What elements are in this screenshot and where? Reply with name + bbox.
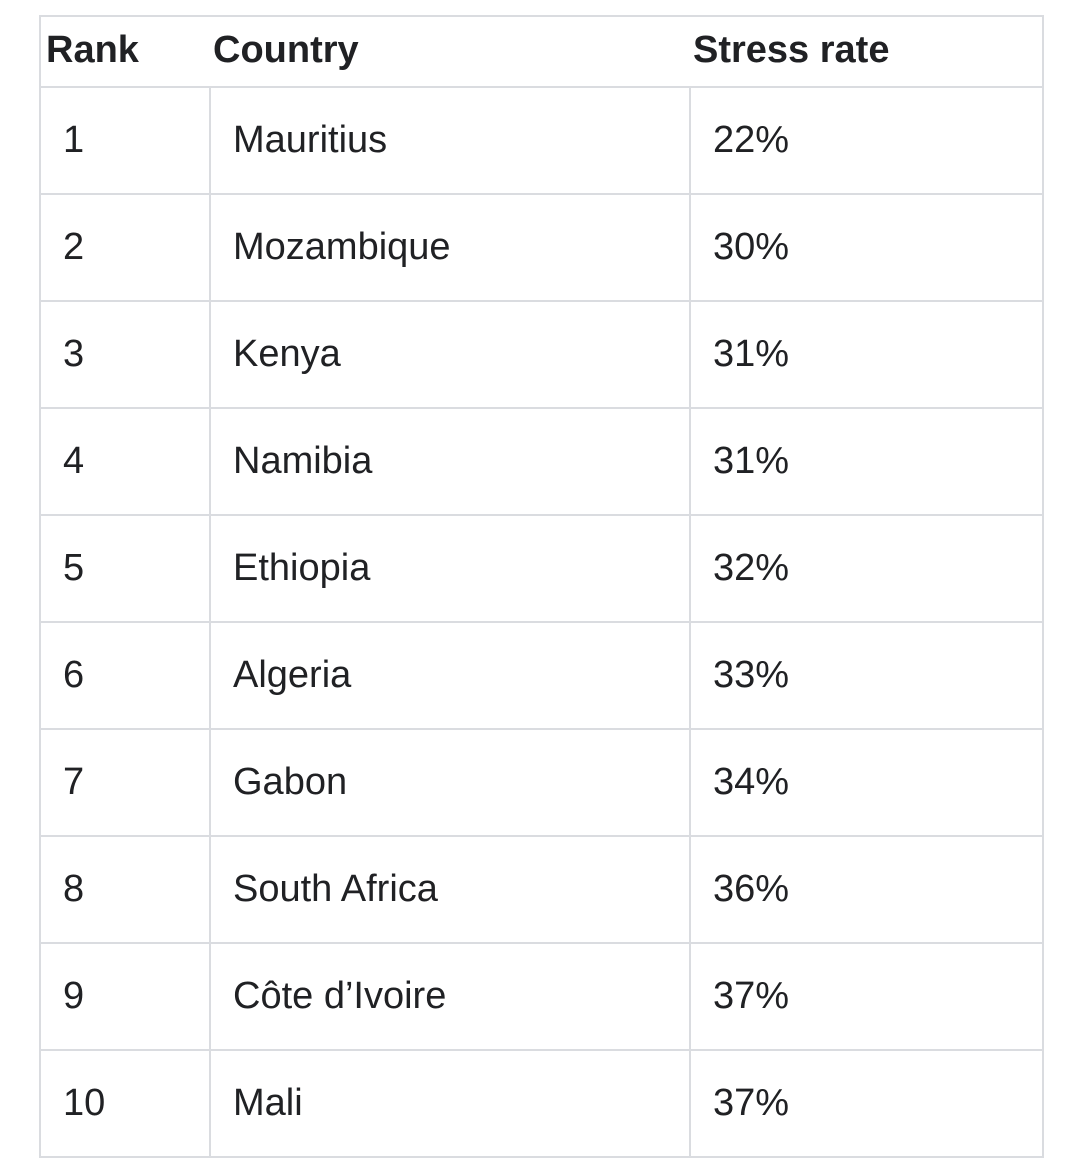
country-cell: Ethiopia <box>209 514 691 623</box>
country-cell: Côte d’Ivoire <box>209 942 691 1051</box>
country-cell: Mozambique <box>209 193 691 302</box>
stress-rate-table-container: Rank Country Stress rate 1 Mauritius 22%… <box>39 15 1044 1158</box>
rank-cell: 8 <box>39 835 211 944</box>
stress-rate-cell: 36% <box>689 835 1044 944</box>
rank-cell: 3 <box>39 300 211 409</box>
country-cell: Kenya <box>209 300 691 409</box>
table-row: 8 South Africa 36% <box>39 835 1044 944</box>
table-body: 1 Mauritius 22% 2 Mozambique 30% 3 Kenya… <box>39 86 1044 1158</box>
table-header: Rank Country Stress rate <box>39 15 1044 88</box>
country-cell: Mauritius <box>209 86 691 195</box>
rank-cell: 6 <box>39 621 211 730</box>
table-row: 3 Kenya 31% <box>39 300 1044 409</box>
table-row: 1 Mauritius 22% <box>39 86 1044 195</box>
country-cell: South Africa <box>209 835 691 944</box>
table-row: 5 Ethiopia 32% <box>39 514 1044 623</box>
stress-rate-cell: 32% <box>689 514 1044 623</box>
rank-cell: 7 <box>39 728 211 837</box>
table-row: 4 Namibia 31% <box>39 407 1044 516</box>
rank-cell: 4 <box>39 407 211 516</box>
country-cell: Algeria <box>209 621 691 730</box>
stress-rate-cell: 33% <box>689 621 1044 730</box>
stress-rate-cell: 31% <box>689 407 1044 516</box>
stress-rate-cell: 30% <box>689 193 1044 302</box>
table-row: 9 Côte d’Ivoire 37% <box>39 942 1044 1051</box>
stress-rate-cell: 34% <box>689 728 1044 837</box>
table-row: 2 Mozambique 30% <box>39 193 1044 302</box>
header-stress-rate: Stress rate <box>690 15 1044 88</box>
header-country: Country <box>210 15 690 88</box>
stress-rate-cell: 31% <box>689 300 1044 409</box>
stress-rate-cell: 22% <box>689 86 1044 195</box>
rank-cell: 9 <box>39 942 211 1051</box>
country-cell: Namibia <box>209 407 691 516</box>
rank-cell: 2 <box>39 193 211 302</box>
rank-cell: 10 <box>39 1049 211 1158</box>
rank-cell: 1 <box>39 86 211 195</box>
stress-rate-cell: 37% <box>689 942 1044 1051</box>
table-row: 7 Gabon 34% <box>39 728 1044 837</box>
stress-rate-cell: 37% <box>689 1049 1044 1158</box>
rank-cell: 5 <box>39 514 211 623</box>
header-rank: Rank <box>39 15 210 88</box>
country-cell: Mali <box>209 1049 691 1158</box>
stress-rate-table: Rank Country Stress rate 1 Mauritius 22%… <box>39 15 1044 1158</box>
table-row: 10 Mali 37% <box>39 1049 1044 1158</box>
table-row: 6 Algeria 33% <box>39 621 1044 730</box>
header-row: Rank Country Stress rate <box>39 15 1044 88</box>
country-cell: Gabon <box>209 728 691 837</box>
